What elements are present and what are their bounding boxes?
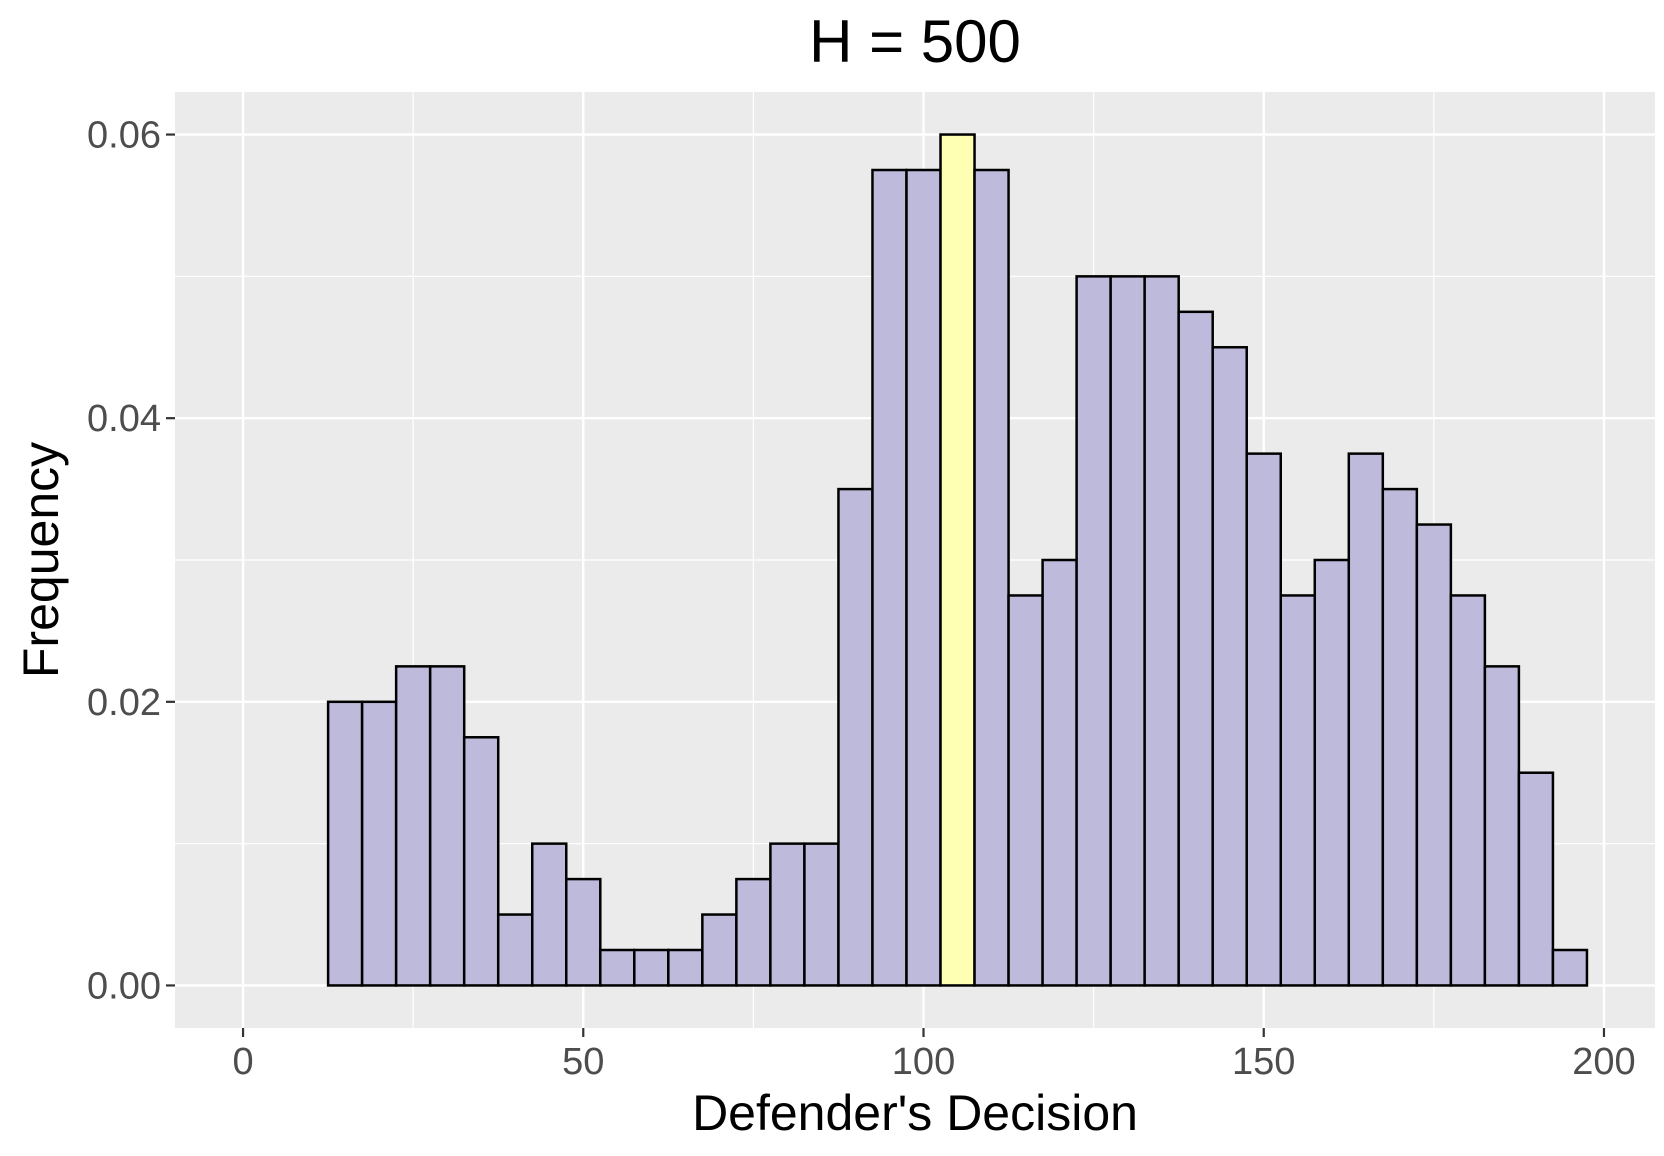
y-tick-label: 0.04 bbox=[87, 398, 161, 440]
x-tick-label: 200 bbox=[1572, 1041, 1635, 1083]
highlighted-bar bbox=[939, 133, 976, 987]
histogram-bar bbox=[1075, 275, 1112, 987]
histogram-bar bbox=[496, 913, 534, 987]
histogram-bar bbox=[394, 665, 432, 987]
histogram-bar bbox=[360, 700, 398, 987]
histogram-bar bbox=[871, 168, 908, 987]
histogram-bar bbox=[1041, 558, 1078, 987]
x-tick-label: 0 bbox=[232, 1041, 253, 1083]
histogram-bar bbox=[973, 168, 1010, 987]
y-axis: 0.00 0.02 0.04 0.06 bbox=[87, 115, 175, 1007]
histogram-bar bbox=[667, 948, 704, 987]
histogram-bar bbox=[1279, 594, 1317, 987]
y-tick-label: 0.00 bbox=[87, 965, 161, 1007]
x-tick-label: 100 bbox=[892, 1041, 955, 1083]
y-tick-label: 0.02 bbox=[87, 682, 161, 724]
histogram-bar bbox=[1109, 275, 1146, 987]
histogram-bar bbox=[1415, 523, 1453, 987]
histogram-bar bbox=[428, 665, 466, 987]
histogram-bar bbox=[735, 877, 772, 987]
histogram-bar bbox=[1313, 558, 1351, 987]
x-tick-label: 150 bbox=[1232, 1041, 1295, 1083]
histogram-bar bbox=[905, 168, 942, 987]
histogram-bar bbox=[701, 913, 738, 987]
histogram-bar bbox=[1517, 771, 1555, 987]
y-tick-label: 0.06 bbox=[87, 115, 161, 157]
histogram-bar bbox=[1143, 275, 1180, 987]
histogram-bar bbox=[1245, 452, 1282, 987]
histogram-bar bbox=[1007, 594, 1044, 987]
x-tick-label: 50 bbox=[562, 1041, 604, 1083]
y-axis-title: Frequency bbox=[13, 442, 69, 678]
histogram-bar bbox=[1211, 346, 1248, 987]
histogram-bar bbox=[1347, 452, 1385, 987]
histogram-bar bbox=[326, 700, 364, 987]
histogram-bar bbox=[803, 842, 840, 987]
histogram-bar bbox=[599, 948, 636, 987]
histogram-bar bbox=[462, 736, 500, 987]
chart-title: H = 500 bbox=[809, 8, 1021, 75]
histogram-bar bbox=[1449, 594, 1487, 987]
histogram-bar bbox=[1381, 487, 1419, 987]
histogram-bar bbox=[837, 487, 874, 987]
x-axis-title: Defender's Decision bbox=[692, 1085, 1138, 1141]
histogram-bar bbox=[565, 877, 602, 987]
histogram-bar bbox=[530, 842, 568, 987]
x-axis: 0 50 100 150 200 bbox=[232, 1028, 1636, 1083]
histogram-bar bbox=[1551, 948, 1589, 987]
histogram-bar bbox=[633, 948, 670, 987]
histogram-bars bbox=[326, 133, 1589, 987]
histogram-bar bbox=[1177, 310, 1214, 987]
histogram-bar bbox=[1483, 665, 1521, 987]
histogram-bar bbox=[769, 842, 806, 987]
